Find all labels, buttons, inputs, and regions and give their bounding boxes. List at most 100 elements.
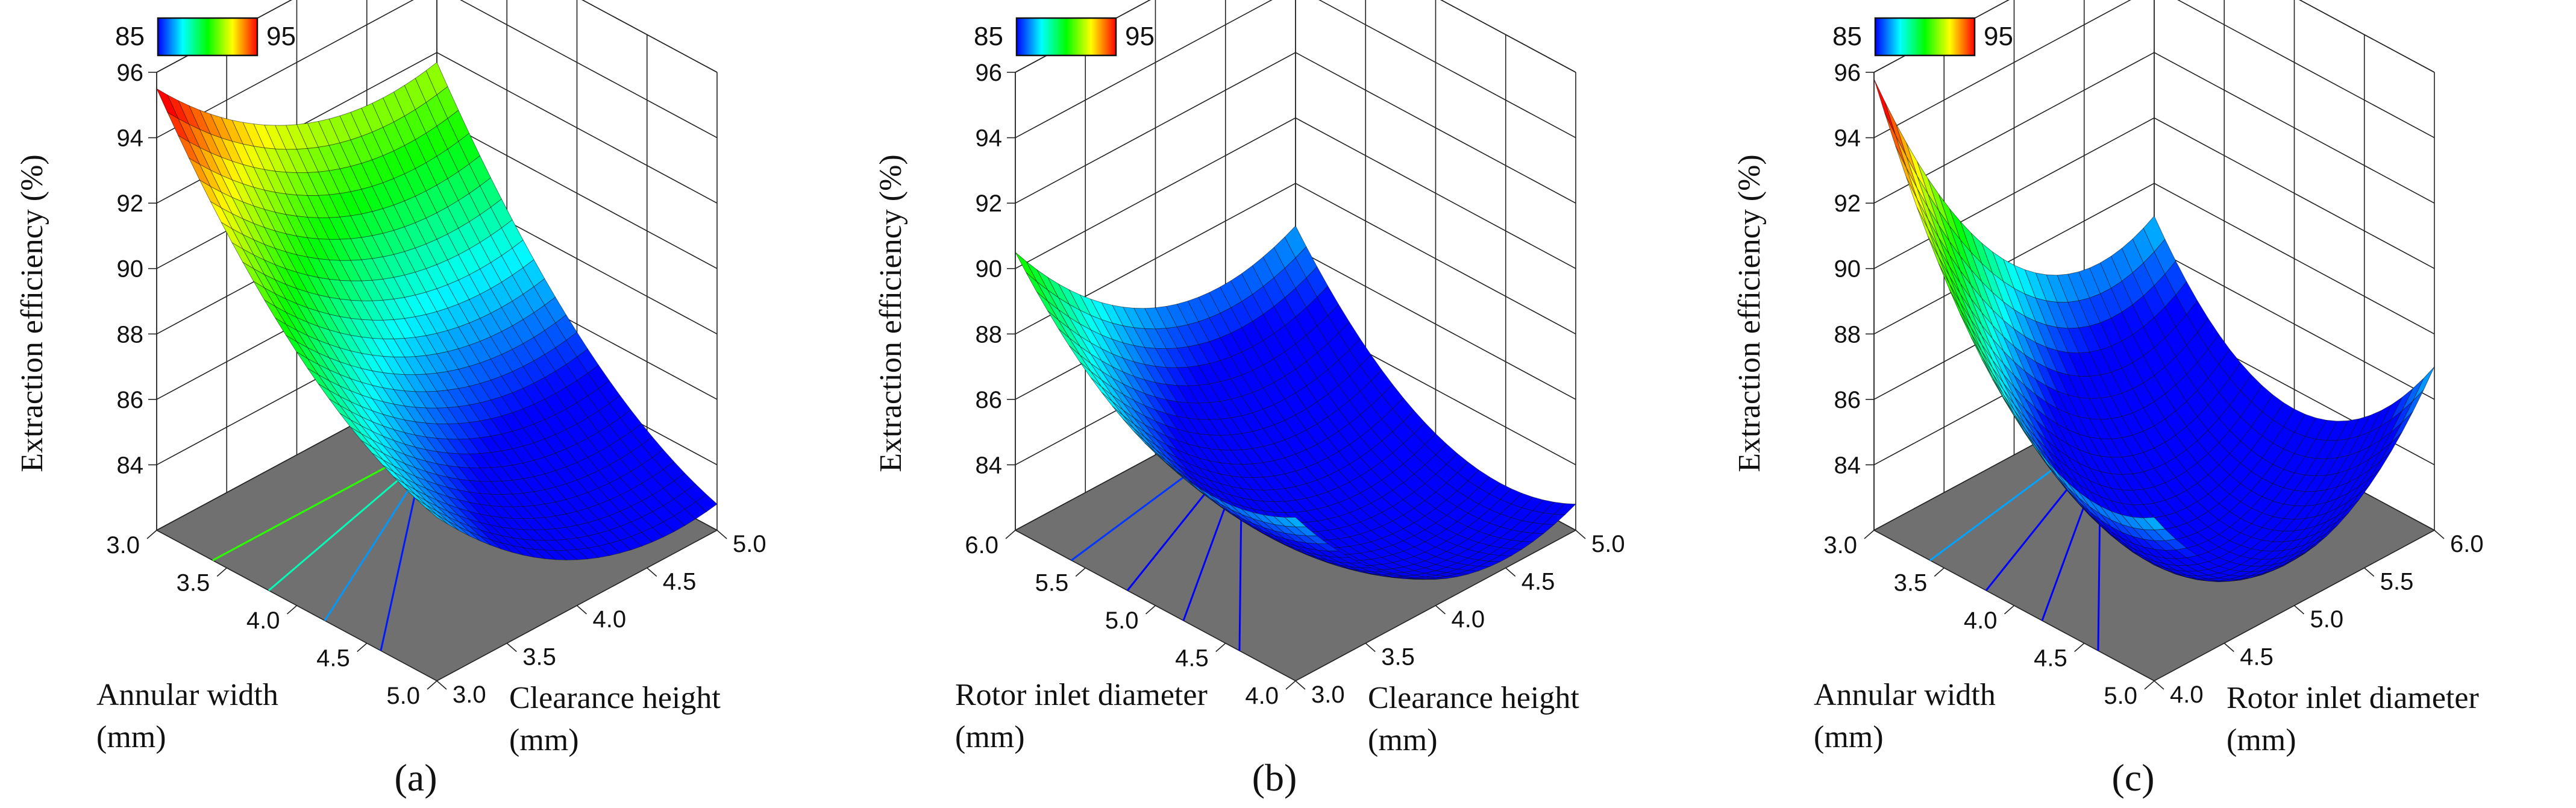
- z-tick-label: 92: [117, 190, 144, 217]
- left-axis-tick: [1285, 680, 1296, 690]
- right-axis-tick: [2154, 680, 2164, 690]
- right-axis-title-line2: (mm): [1368, 723, 1438, 757]
- right-axis-tick: [2293, 605, 2305, 615]
- right-axis-tick-label: 4.5: [663, 569, 697, 595]
- right-axis-tick-label: 3.0: [453, 681, 486, 708]
- surface-plot-svg: 84 86 88 90 92 94 96 Extraction efficiency (%) 6…: [874, 0, 1625, 799]
- z-tick-label: 94: [117, 125, 144, 152]
- surface-cell: [1884, 101, 1907, 157]
- right-axis-tick-label: 4.5: [1521, 569, 1555, 595]
- z-axis-title: Extraction efficiency (%): [874, 154, 908, 472]
- right-axis-title-line2: (mm): [509, 723, 579, 757]
- response-surface: [1873, 78, 2435, 582]
- surface-plot-svg: 84 86 88 90 92 94 96 Extraction efficiency (%) 3…: [1732, 0, 2484, 799]
- left-axis-tick-label: 5.5: [1035, 570, 1069, 597]
- z-tick-label: 96: [976, 60, 1003, 86]
- wall-grid-line: [1015, 0, 1576, 139]
- left-axis-title-line1: Annular width: [96, 678, 278, 712]
- surface-cell: [425, 507, 448, 525]
- colorbar-max-label: 95: [266, 22, 296, 51]
- left-axis-tick: [427, 680, 437, 690]
- left-axis-tick: [2144, 680, 2155, 690]
- left-axis-title-line2: (mm): [1814, 720, 1884, 754]
- left-axis-tick: [216, 567, 227, 577]
- left-axis-tick: [2074, 642, 2085, 653]
- wall-grid-line: [1015, 117, 1576, 269]
- left-axis-title-line2: (mm): [955, 720, 1025, 754]
- right-axis-tick: [1575, 530, 1586, 539]
- right-axis-tick: [2364, 567, 2375, 577]
- left-axis-title-line1: Annular width: [1814, 678, 1996, 712]
- z-tick-label: 90: [1834, 256, 1861, 283]
- z-tick-label: 84: [976, 452, 1003, 478]
- left-axis-tick-label: 4.5: [316, 645, 350, 672]
- left-axis-tick-label: 4.0: [1964, 607, 1998, 634]
- surface-cell: [2143, 517, 2166, 530]
- right-axis-tick-label: 5.0: [2310, 606, 2344, 633]
- right-axis-title-line1: Rotor inlet diameter: [2227, 681, 2479, 715]
- left-axis-tick-label: 3.5: [1894, 570, 1928, 597]
- left-axis-tick-label: 3.0: [1823, 532, 1857, 559]
- left-axis-title-line1: Rotor inlet diameter: [955, 678, 1208, 712]
- left-axis-tick: [357, 642, 368, 653]
- left-axis-tick-label: 4.5: [1175, 645, 1209, 672]
- colorbar-min-label: 85: [115, 22, 145, 51]
- panel-label: (a): [394, 756, 437, 799]
- left-axis-tick: [1075, 567, 1086, 577]
- left-axis-tick: [1215, 642, 1226, 653]
- right-axis-title-line1: Clearance height: [1368, 681, 1579, 715]
- surface-plot-c: 84 86 88 90 92 94 96 Extraction efficiency (%) 3…: [1717, 0, 2576, 808]
- z-tick-label: 88: [976, 321, 1003, 348]
- right-axis-tick: [1295, 680, 1306, 690]
- right-axis-tick-label: 5.0: [733, 531, 766, 557]
- z-tick-label: 88: [1834, 321, 1861, 348]
- surface-cell: [1283, 517, 1308, 528]
- left-axis-tick-label: 4.5: [2034, 645, 2067, 672]
- left-axis-tick: [286, 605, 298, 615]
- surface-cell: [2412, 366, 2435, 402]
- colorbar: [1874, 17, 1976, 57]
- right-axis-tick: [2434, 530, 2445, 539]
- right-axis-tick-label: 5.5: [2380, 569, 2414, 595]
- response-surface: [156, 61, 718, 560]
- right-axis-tick: [576, 605, 588, 615]
- z-tick-label: 94: [1834, 125, 1861, 152]
- left-axis-tick-label: 4.0: [1245, 683, 1279, 709]
- left-axis-tick-label: 5.0: [1105, 607, 1139, 634]
- left-axis-tick: [146, 530, 157, 539]
- panel-label: (b): [1252, 756, 1297, 799]
- right-axis-tick: [436, 680, 447, 690]
- left-axis-tick: [1934, 567, 1945, 577]
- z-tick-label: 84: [1834, 452, 1861, 478]
- z-tick-label: 96: [117, 60, 144, 86]
- right-axis-tick-label: 3.5: [522, 644, 556, 671]
- colorbar: [1015, 17, 1117, 57]
- z-tick-label: 90: [976, 256, 1003, 283]
- wall-grid-line: [1015, 183, 1576, 334]
- z-tick-label: 96: [1834, 60, 1861, 86]
- right-axis-tick: [506, 642, 517, 653]
- right-axis-tick-label: 4.0: [1452, 606, 1485, 633]
- left-axis-tick-label: 4.0: [246, 607, 280, 634]
- z-tick-label: 92: [1834, 190, 1861, 217]
- wall-grid-line: [156, 0, 718, 139]
- left-axis-tick-label: 3.5: [177, 570, 210, 597]
- right-axis-tick-label: 3.5: [1381, 644, 1415, 671]
- right-axis-tick: [1505, 567, 1516, 577]
- z-tick-label: 86: [976, 387, 1003, 413]
- colorbar-min-label: 85: [974, 22, 1003, 51]
- z-axis-title: Extraction efficiency (%): [1732, 154, 1767, 472]
- z-tick-label: 86: [117, 387, 144, 413]
- panel-label: (c): [2111, 756, 2154, 799]
- right-axis-tick: [716, 530, 727, 539]
- colorbar: [157, 17, 259, 57]
- z-tick-label: 86: [1834, 387, 1861, 413]
- left-axis-tick: [1864, 530, 1875, 539]
- wall-grid-line: [1873, 0, 2435, 139]
- right-axis-tick: [1435, 605, 1446, 615]
- right-axis-tick-label: 4.0: [593, 606, 627, 633]
- left-axis-tick: [1145, 605, 1156, 615]
- colorbar-max-label: 95: [1125, 22, 1155, 51]
- colorbar-min-label: 85: [1832, 22, 1862, 51]
